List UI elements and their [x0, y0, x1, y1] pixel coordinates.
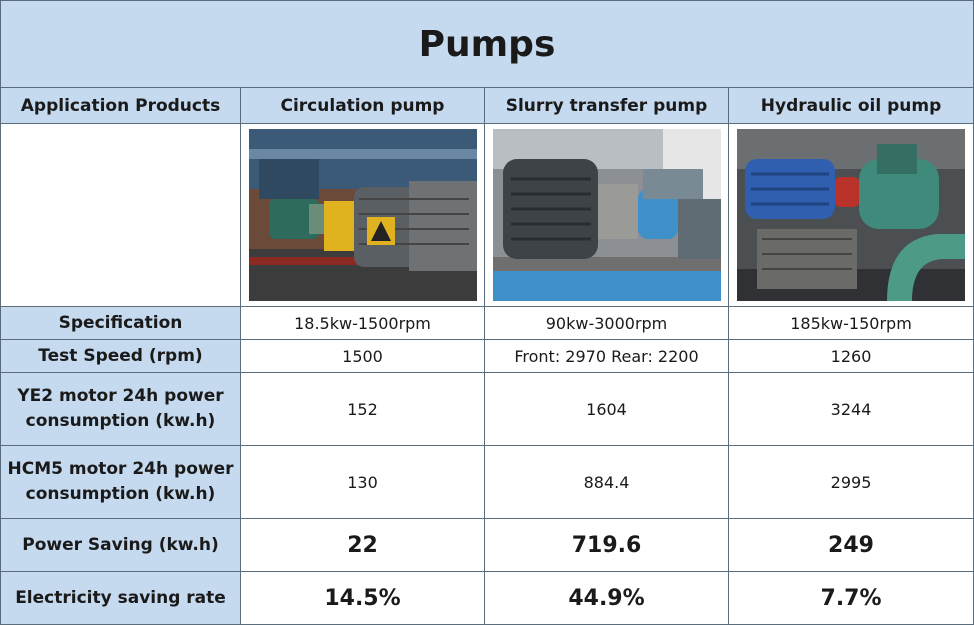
- spec-hydraulic: 185kw-150rpm: [727, 306, 974, 340]
- row-label-hcm5-line1: HCM5 motor 24h power: [7, 459, 234, 479]
- header-hydraulic-oil-pump: Hydraulic oil pump: [727, 87, 974, 124]
- hydraulic-pump-photo: [737, 129, 966, 301]
- photo-row-label: [0, 123, 241, 307]
- slurry-pump-photo: [492, 129, 721, 301]
- row-label-specification: Specification: [0, 306, 241, 340]
- saving-slurry: 719.6: [484, 518, 729, 572]
- row-label-ye2-line1: YE2 motor 24h power: [17, 386, 224, 406]
- power-saving-row: Power Saving (kw.h) 22 719.6 249: [0, 518, 974, 572]
- row-label-test-speed: Test Speed (rpm): [0, 339, 241, 373]
- speed-circulation: 1500: [240, 339, 485, 373]
- header-label: Application Products: [0, 87, 241, 124]
- hcm5-circulation: 130: [240, 445, 485, 519]
- row-label-power-saving: Power Saving (kw.h): [0, 518, 241, 572]
- test-speed-row: Test Speed (rpm) 1500 Front: 2970 Rear: …: [0, 339, 974, 373]
- spec-circulation: 18.5kw-1500rpm: [240, 306, 485, 340]
- circulation-pump-photo: [248, 129, 477, 301]
- saving-hydraulic: 249: [727, 518, 974, 572]
- rate-slurry: 44.9%: [484, 571, 729, 625]
- hcm5-slurry: 884.4: [484, 445, 729, 519]
- photo-row: [0, 123, 974, 307]
- speed-slurry: Front: 2970 Rear: 2200: [484, 339, 729, 373]
- speed-hydraulic: 1260: [727, 339, 974, 373]
- spec-slurry: 90kw-3000rpm: [484, 306, 729, 340]
- rate-circulation: 14.5%: [240, 571, 485, 625]
- specification-row: Specification 18.5kw-1500rpm 90kw-3000rp…: [0, 306, 974, 340]
- ye2-hydraulic: 3244: [727, 372, 974, 446]
- row-label-hcm5-line2: consumption (kw.h): [25, 484, 216, 504]
- row-label-hcm5-consumption: HCM5 motor 24h power consumption (kw.h): [0, 445, 241, 519]
- ye2-slurry: 1604: [484, 372, 729, 446]
- row-label-ye2-consumption: YE2 motor 24h power consumption (kw.h): [0, 372, 241, 446]
- rate-hydraulic: 7.7%: [727, 571, 974, 625]
- hcm5-consumption-row: HCM5 motor 24h power consumption (kw.h) …: [0, 445, 974, 519]
- photo-cell-slurry: [484, 123, 729, 307]
- saving-rate-row: Electricity saving rate 14.5% 44.9% 7.7%: [0, 571, 974, 625]
- saving-circulation: 22: [240, 518, 485, 572]
- title-row: Pumps: [0, 0, 974, 88]
- row-label-ye2-line2: consumption (kw.h): [25, 411, 216, 431]
- ye2-circulation: 152: [240, 372, 485, 446]
- page-title: Pumps: [0, 0, 974, 88]
- photo-cell-circulation: [240, 123, 485, 307]
- header-slurry-transfer-pump: Slurry transfer pump: [484, 87, 729, 124]
- header-circulation-pump: Circulation pump: [240, 87, 485, 124]
- ye2-consumption-row: YE2 motor 24h power consumption (kw.h) 1…: [0, 372, 974, 446]
- row-label-saving-rate: Electricity saving rate: [0, 571, 241, 625]
- header-row: Application Products Circulation pump Sl…: [0, 87, 974, 124]
- photo-cell-hydraulic: [727, 123, 974, 307]
- hcm5-hydraulic: 2995: [727, 445, 974, 519]
